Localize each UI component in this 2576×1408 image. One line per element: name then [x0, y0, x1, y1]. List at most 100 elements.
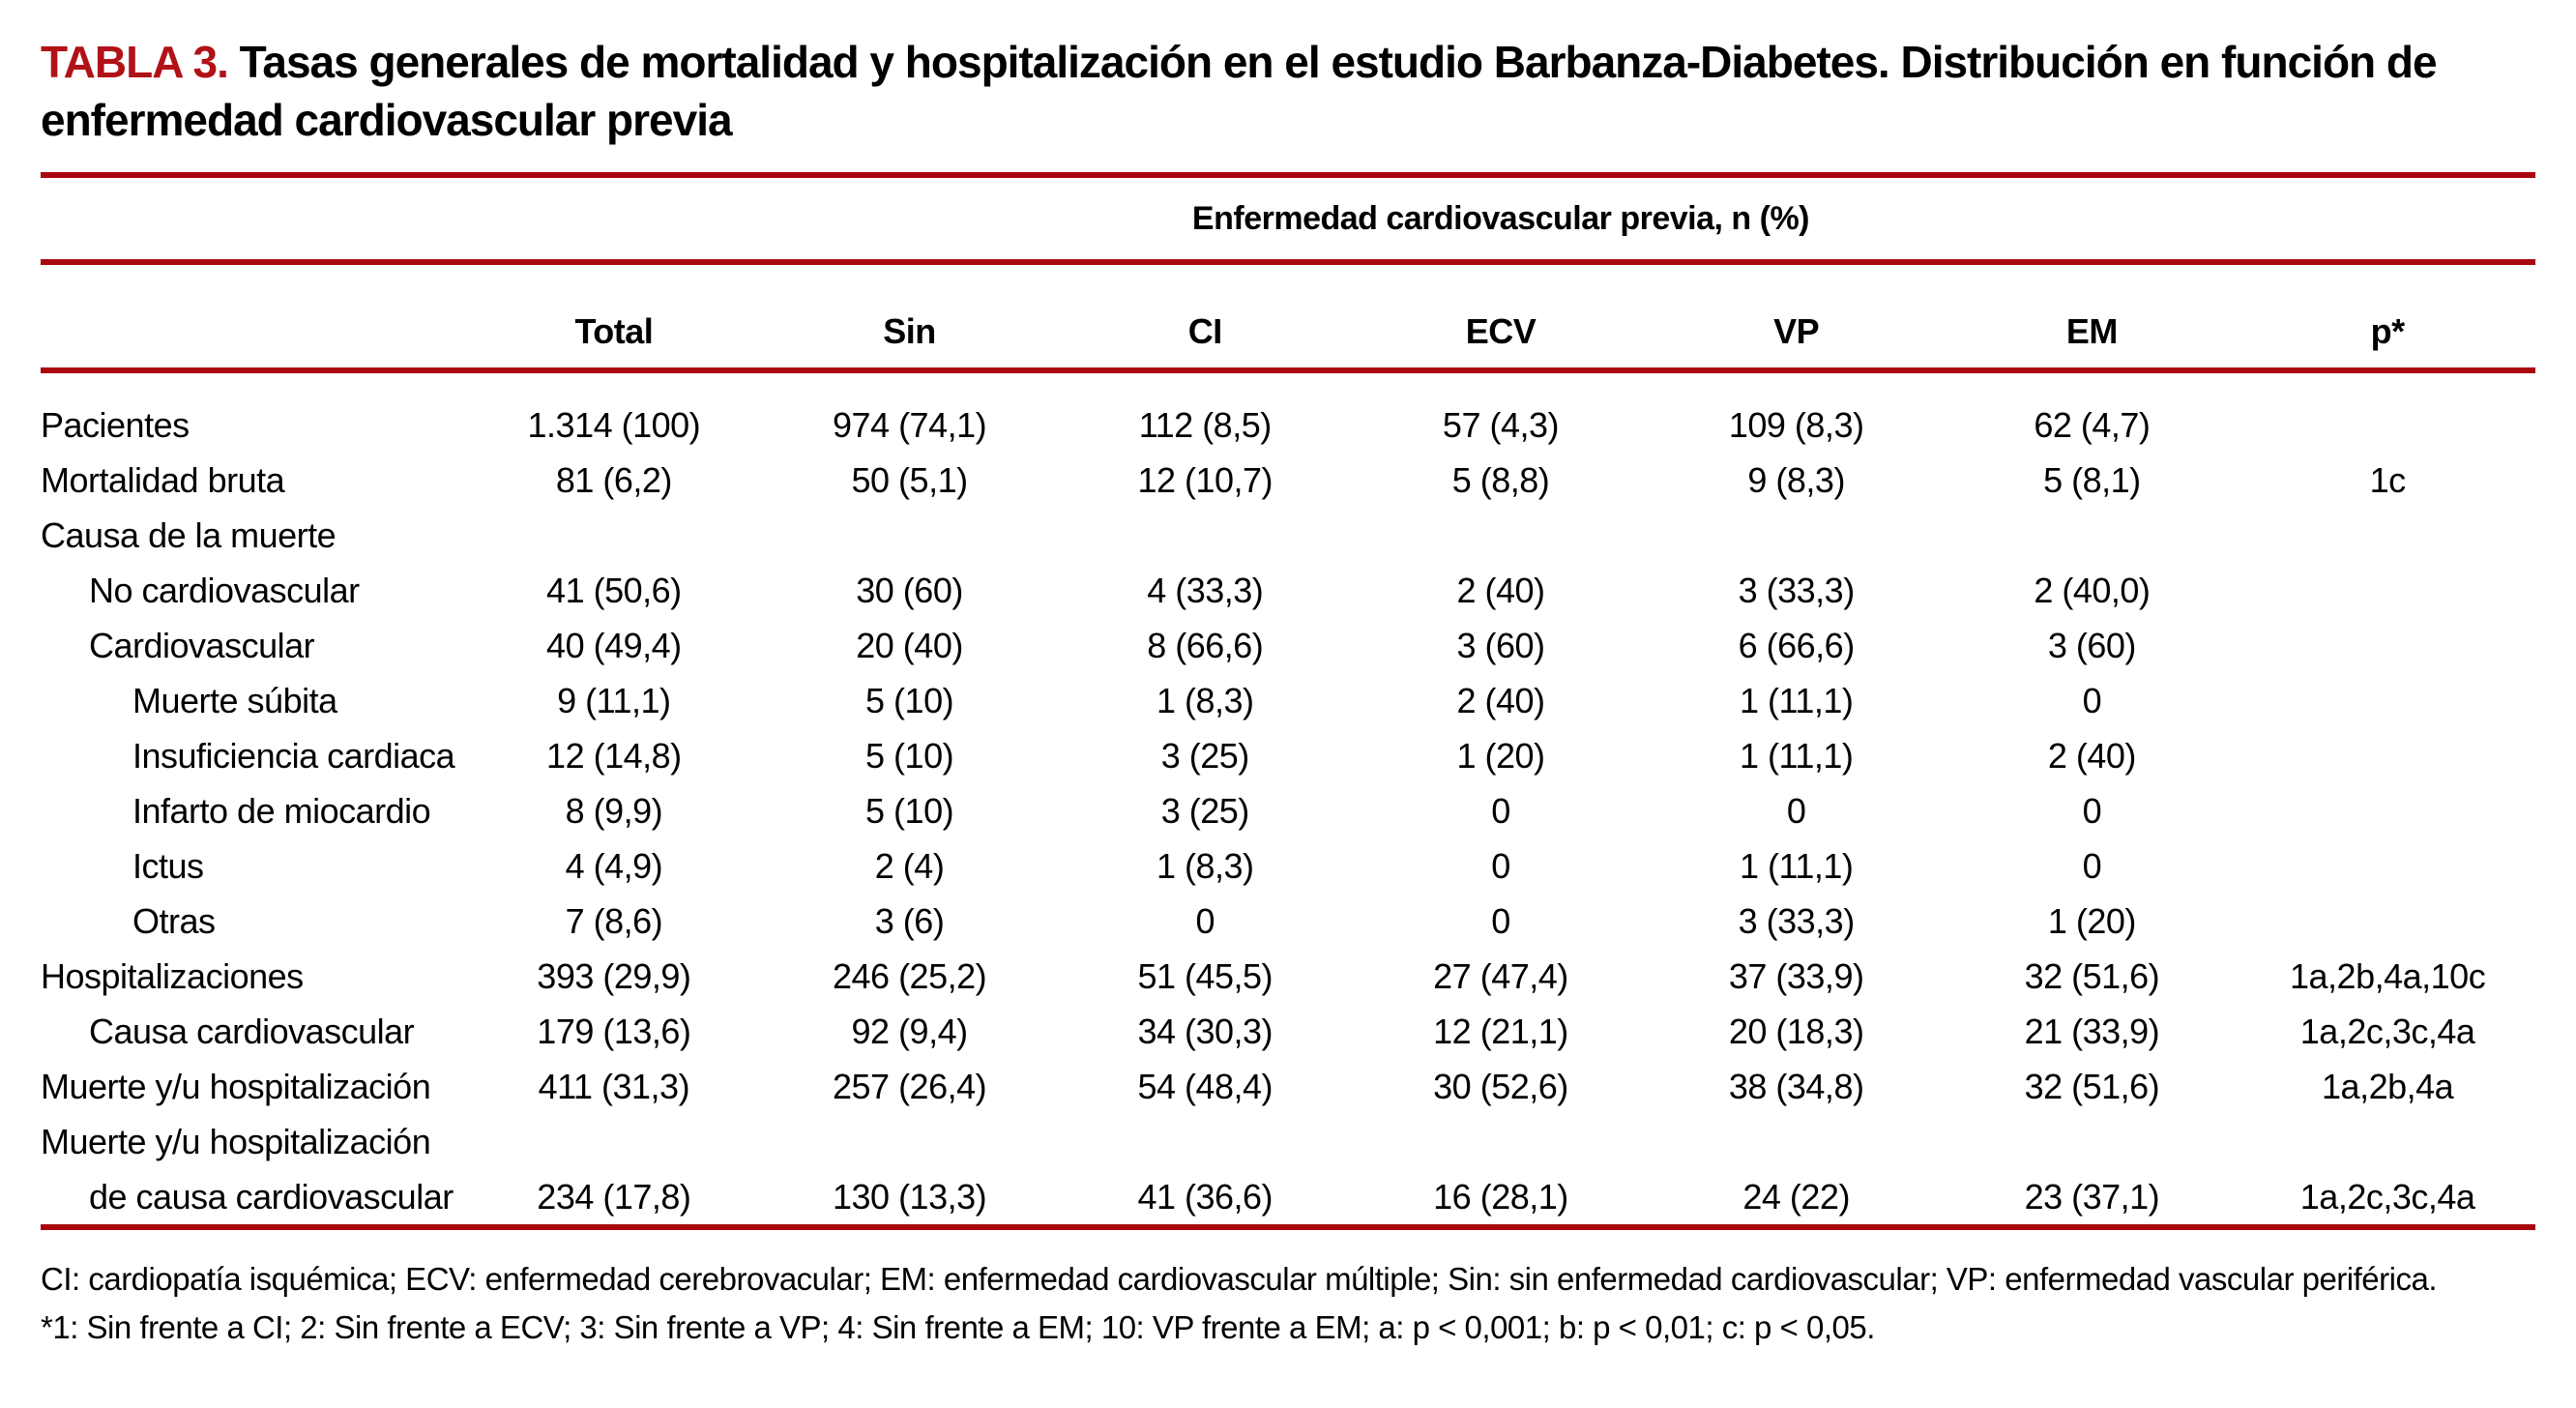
- data-cell: 21 (33,9): [2024, 1011, 2160, 1051]
- data-cell: 0: [1786, 790, 1806, 831]
- data-cell: 5 (8,8): [1451, 459, 1550, 500]
- row-label: Muerte súbita: [132, 680, 337, 720]
- data-cell: 3 (25): [1160, 735, 1250, 776]
- data-cell: 20 (18,3): [1728, 1011, 1864, 1051]
- row-label: Causa cardiovascular: [89, 1011, 415, 1051]
- data-cell: 1a,2b,4a,10c: [2290, 955, 2486, 996]
- table-row: No cardiovascular 41 (50,6) 30 (60) 4 (33,3…: [41, 563, 2535, 618]
- table-row: Ictus 4 (4,9) 2 (4) 1 (8,3) 0 1 (11,1) 0: [41, 838, 2535, 894]
- page: TABLA 3. Tasas generales de mortalidad y…: [41, 33, 2535, 1345]
- data-cell: 0: [1491, 900, 1510, 941]
- table-body: Pacientes 1.314 (100) 974 (74,1) 112 (8,5) 5…: [41, 370, 2535, 1230]
- data-cell: [466, 1114, 762, 1169]
- group-header-spacer: [2239, 172, 2535, 265]
- data-cell: [2239, 838, 2535, 894]
- column-header-em: EM: [1944, 262, 2240, 373]
- data-cell: [1057, 1114, 1353, 1169]
- data-cell: 2 (40): [2047, 735, 2137, 776]
- data-cell: 54 (48,4): [1137, 1066, 1273, 1106]
- column-header-empty: [41, 262, 466, 373]
- data-cell: 2 (40,0): [2034, 570, 2151, 610]
- data-cell: 3 (6): [874, 900, 945, 941]
- data-cell: 12 (14,8): [546, 735, 682, 776]
- data-cell: 41 (36,6): [1057, 1169, 1354, 1230]
- data-cell: 9 (11,1): [557, 680, 671, 720]
- data-cell: 81 (6,2): [555, 459, 673, 500]
- data-cell: 23 (37,1): [1944, 1169, 2240, 1230]
- data-cell: 130 (13,3): [761, 1169, 1058, 1230]
- data-cell: 2 (40): [1456, 680, 1545, 720]
- data-cell: 1 (8,3): [1156, 845, 1254, 886]
- data-cell: [2239, 618, 2535, 673]
- data-cell: [2239, 673, 2535, 728]
- data-cell: 62 (4,7): [2034, 404, 2151, 445]
- data-cell: 1.314 (100): [527, 404, 701, 445]
- data-cell: [2239, 370, 2535, 453]
- data-cell: 40 (49,4): [546, 625, 682, 665]
- data-cell: [2239, 563, 2535, 618]
- data-cell: [1945, 1114, 2240, 1169]
- column-header-p: p*: [2239, 262, 2535, 373]
- data-cell: [1353, 1114, 1649, 1169]
- data-cell: 0: [2082, 680, 2102, 720]
- data-cell: [2239, 1114, 2535, 1169]
- data-cell: [1649, 508, 1945, 563]
- data-cell: 0: [2082, 845, 2102, 886]
- table-title: TABLA 3. Tasas generales de mortalidad y…: [41, 33, 2535, 149]
- data-cell: 5 (10): [865, 680, 954, 720]
- data-cell: 3 (25): [1160, 790, 1250, 831]
- row-label: Pacientes: [41, 404, 190, 445]
- table-head: Enfermedad cardiovascular previa, n (%) …: [41, 172, 2535, 373]
- data-cell: [1057, 508, 1353, 563]
- data-cell: [1353, 508, 1649, 563]
- data-cell: [762, 1114, 1058, 1169]
- data-cell: 1 (8,3): [1156, 680, 1254, 720]
- table-row: Causa de la muerte: [41, 508, 2535, 563]
- footnote-significance: *1: Sin frente a CI; 2: Sin frente a ECV…: [41, 1309, 1875, 1345]
- data-cell: 411 (31,3): [538, 1066, 690, 1106]
- row-label: Cardiovascular: [89, 625, 315, 665]
- column-header-vp: VP: [1648, 262, 1945, 373]
- table-row: de causa cardiovascular 234 (17,8) 130 (13…: [41, 1169, 2535, 1230]
- data-cell: 30 (60): [856, 570, 963, 610]
- data-cell: 0: [1491, 845, 1510, 886]
- data-cell: 1a,2b,4a: [2322, 1066, 2454, 1106]
- data-cell: [2239, 508, 2535, 563]
- data-cell: [2239, 894, 2535, 949]
- data-cell: 5 (8,1): [2043, 459, 2141, 500]
- data-cell: 3 (33,3): [1738, 900, 1856, 941]
- row-label: Hospitalizaciones: [41, 955, 304, 996]
- row-label: Mortalidad bruta: [41, 459, 285, 500]
- column-header-row: Total Sin CI ECV VP EM p*: [41, 262, 2535, 373]
- data-cell: 1a,2c,3c,4a: [2239, 1169, 2535, 1230]
- data-cell: 8 (9,9): [565, 790, 663, 831]
- data-cell: 393 (29,9): [537, 955, 691, 996]
- data-cell: 3 (60): [1456, 625, 1545, 665]
- data-cell: 1 (11,1): [1739, 680, 1854, 720]
- mortality-hospitalization-table: Enfermedad cardiovascular previa, n (%) …: [41, 172, 2535, 1230]
- column-header-sin: Sin: [761, 262, 1058, 373]
- data-cell: [1649, 1114, 1945, 1169]
- row-label: Infarto de miocardio: [132, 790, 431, 831]
- data-cell: 30 (52,6): [1433, 1066, 1568, 1106]
- data-cell: 0: [1195, 900, 1215, 941]
- data-cell: 4 (4,9): [565, 845, 663, 886]
- data-cell: 24 (22): [1648, 1169, 1945, 1230]
- data-cell: 0: [2082, 790, 2102, 831]
- data-cell: 257 (26,4): [833, 1066, 987, 1106]
- data-cell: 57 (4,3): [1442, 404, 1560, 445]
- data-cell: [1945, 508, 2240, 563]
- data-cell: 37 (33,9): [1728, 955, 1864, 996]
- data-cell: 27 (47,4): [1433, 955, 1568, 996]
- data-cell: [2239, 728, 2535, 783]
- data-cell: 9 (8,3): [1747, 459, 1845, 500]
- group-header-spacer: [41, 172, 762, 265]
- row-label: Insuficiencia cardiaca: [132, 735, 455, 776]
- data-cell: 50 (5,1): [851, 459, 969, 500]
- data-cell: 179 (13,6): [537, 1011, 691, 1051]
- table-title-tag: TABLA 3.: [41, 37, 229, 87]
- table-row: Mortalidad bruta 81 (6,2) 50 (5,1) 12 (10,7…: [41, 453, 2535, 508]
- data-cell: 246 (25,2): [833, 955, 987, 996]
- row-label: Muerte y/u hospitalización: [41, 1066, 431, 1106]
- data-cell: 234 (17,8): [466, 1169, 762, 1230]
